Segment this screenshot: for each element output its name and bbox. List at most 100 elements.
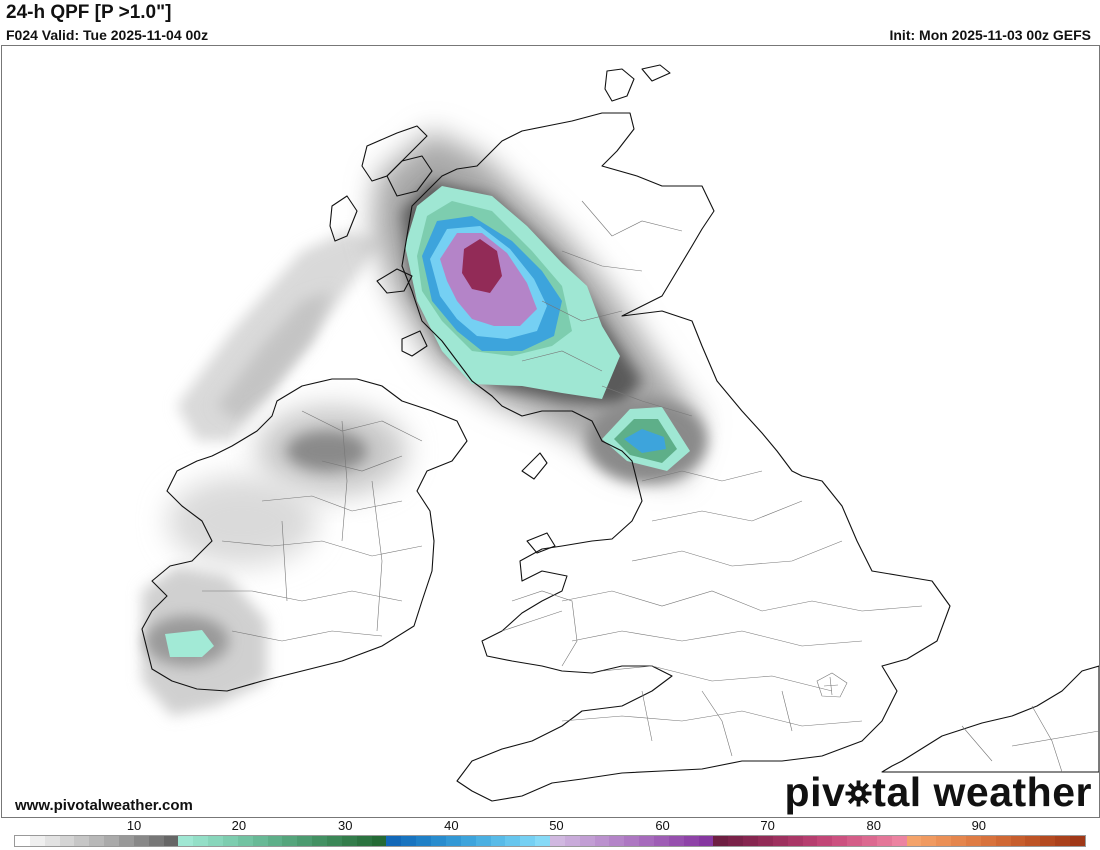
colorbar-swatch-48 xyxy=(728,836,744,846)
colorbar-swatch-17 xyxy=(267,836,283,846)
colorbar-swatch-24 xyxy=(371,836,387,846)
chart-title: 24-h QPF [P >1.0"] xyxy=(6,2,172,23)
colorbar-swatch-13 xyxy=(208,836,224,846)
colorbar-swatch-22 xyxy=(341,836,357,846)
gear-icon xyxy=(845,780,872,807)
colorbar-swatch-3 xyxy=(59,836,75,846)
coastlines xyxy=(141,64,1099,802)
colorbar-swatch-51 xyxy=(772,836,788,846)
colorbar-swatch-65 xyxy=(980,836,996,846)
border-scotland xyxy=(521,200,693,417)
colorbar-tick-60: 60 xyxy=(655,818,670,833)
colorbar-tick-90: 90 xyxy=(971,818,987,833)
precip-maroon-scotland xyxy=(462,239,502,293)
colorbar-tick-50: 50 xyxy=(549,818,564,833)
border-london-cluster xyxy=(816,672,848,698)
colorbar-swatch-46 xyxy=(698,836,714,846)
colorbar-tick-10: 10 xyxy=(126,818,142,833)
pivotal-weather-logo: piv tal weather xyxy=(785,768,1092,816)
colorbar-swatch-55 xyxy=(832,836,848,846)
colorbar-tick-80: 80 xyxy=(866,818,881,833)
colorbar-swatch-58 xyxy=(876,836,892,846)
valid-time-label: F024 Valid: Tue 2025-11-04 00z xyxy=(6,27,209,43)
colorbar-swatch-4 xyxy=(74,836,90,846)
colorbar-swatch-45 xyxy=(683,836,699,846)
website-url[interactable]: www.pivotalweather.com xyxy=(15,797,193,814)
logo-text-end: tal weather xyxy=(872,769,1092,815)
colorbar-tick-20: 20 xyxy=(231,818,247,833)
colorbar-swatch-41 xyxy=(624,836,640,846)
colorbar-swatch-0 xyxy=(15,836,30,846)
colorbar-tick-labels: 10 20 30 40 50 60 70 80 90 xyxy=(14,818,1086,834)
colorbar-swatch-66 xyxy=(995,836,1011,846)
orkney-coastline xyxy=(604,64,671,102)
init-time-label: Init: Mon 2025-11-03 00z GEFS xyxy=(889,27,1091,43)
colorbar-swatch-63 xyxy=(951,836,966,846)
logo-text-start: piv xyxy=(784,769,846,815)
colorbar-swatch-37 xyxy=(564,836,580,846)
precip-gray-streak-core xyxy=(217,291,332,421)
colorbar-tick-70: 70 xyxy=(760,818,775,833)
colorbar-swatch-67 xyxy=(1010,836,1026,846)
precip-teal-sw-ireland xyxy=(165,630,214,657)
colorbar-swatch-69 xyxy=(1040,836,1056,846)
precip-dark-n-ireland xyxy=(287,431,367,471)
colorbar-swatch-23 xyxy=(356,836,372,846)
colorbar-swatch-6 xyxy=(104,836,120,846)
anglesey-coastline xyxy=(526,532,556,554)
colorbar-swatch-2 xyxy=(44,836,60,846)
colorbar-swatch-71 xyxy=(1070,836,1085,846)
precip-gray-w-ireland xyxy=(167,476,317,566)
colorbar-swatch-11 xyxy=(178,836,194,846)
hebrides-south-coastline xyxy=(329,195,358,242)
colorbar-swatch-1 xyxy=(29,836,45,846)
colorbar-swatch-5 xyxy=(89,836,105,846)
border-england-north xyxy=(631,470,843,567)
colorbar-swatch-21 xyxy=(327,836,342,846)
colorbar-swatch-8 xyxy=(133,836,149,846)
border-wales xyxy=(501,590,578,667)
colorbar-swatch-34 xyxy=(520,836,536,846)
colorbar-swatch-10 xyxy=(163,836,179,846)
colorbar-swatch-49 xyxy=(743,836,758,846)
colorbar-swatch-9 xyxy=(148,836,164,846)
colorbar-swatch-42 xyxy=(639,836,654,846)
colorbar-swatch-47 xyxy=(713,836,729,846)
border-france xyxy=(961,705,1099,773)
precip-layer xyxy=(142,131,707,716)
colorbar-swatch-20 xyxy=(312,836,328,846)
border-ireland xyxy=(202,410,423,642)
colorbar-swatch-25 xyxy=(386,836,402,846)
colorbar-swatch-54 xyxy=(817,836,833,846)
map-canvas xyxy=(141,64,1099,802)
colorbar-swatch-50 xyxy=(757,836,773,846)
colorbar-swatch-52 xyxy=(787,836,803,846)
colorbar-swatch-57 xyxy=(861,836,877,846)
colorbar-swatch-14 xyxy=(223,836,238,846)
france-coastline xyxy=(881,665,1099,773)
colorbar-swatch-56 xyxy=(847,836,862,846)
colorbar-swatch-43 xyxy=(653,836,669,846)
colorbar-swatch-29 xyxy=(445,836,461,846)
ireland-coastline xyxy=(141,378,468,692)
great-britain-coastline xyxy=(401,112,951,802)
colorbar-swatch-12 xyxy=(193,836,209,846)
islay-coastline xyxy=(401,330,428,357)
colorbar-swatch-64 xyxy=(966,836,981,846)
colorbar-swatch-36 xyxy=(549,836,565,846)
border-england-south xyxy=(561,690,863,757)
colorbar-swatch-15 xyxy=(237,836,253,846)
colorbar-swatch-60 xyxy=(906,836,922,846)
colorbar-swatch-35 xyxy=(535,836,550,846)
colorbar-swatch-59 xyxy=(891,836,907,846)
admin-borders xyxy=(202,200,1099,773)
colorbar-swatch-68 xyxy=(1025,836,1041,846)
colorbar-swatch-28 xyxy=(431,836,446,846)
precipitation-map[interactable] xyxy=(1,45,1100,818)
mull-coastline xyxy=(376,268,413,294)
colorbar-swatch-39 xyxy=(594,836,610,846)
colorbar-tick-30: 30 xyxy=(338,818,353,833)
colorbar-swatch-53 xyxy=(802,836,818,846)
colorbar-swatch-44 xyxy=(668,836,684,846)
border-england-mid xyxy=(561,590,923,692)
